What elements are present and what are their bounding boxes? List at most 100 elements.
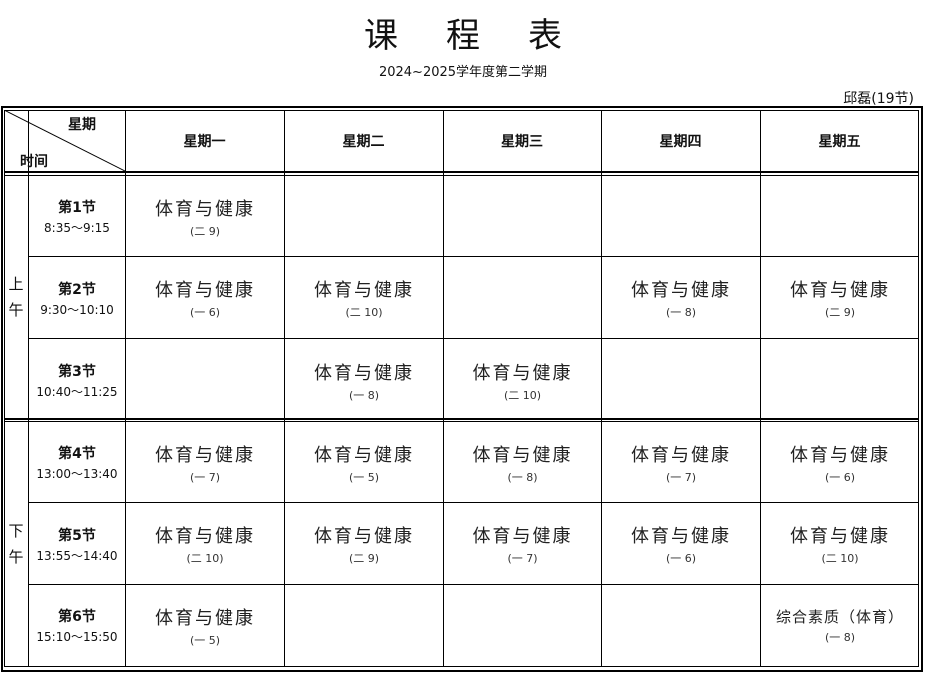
- grid-line: [28, 110, 29, 667]
- class-room: (二 10): [345, 306, 383, 319]
- period-time: 9:30～10:10: [40, 302, 114, 317]
- timetable-cell[interactable]: 体育与健康 (一 7): [126, 422, 284, 503]
- timetable-cell[interactable]: 体育与健康 (一 8): [444, 422, 601, 503]
- period-time: 10:40～11:25: [36, 385, 118, 399]
- class-room: (一 5): [348, 470, 380, 484]
- timetable-cell[interactable]: 体育与健康 (二 10): [285, 257, 443, 339]
- course-name: 体育与健康: [155, 526, 255, 547]
- timetable-cell[interactable]: 体育与健康 (二 9): [285, 503, 443, 585]
- timetable-cell[interactable]: 体育与健康 (一 6): [126, 257, 284, 339]
- grid-line: [4, 666, 918, 667]
- course-name: 体育与健康: [790, 526, 890, 547]
- timetable-cell[interactable]: [126, 339, 284, 422]
- grid-line: [28, 256, 918, 257]
- timetable-cell[interactable]: 体育与健康 (一 6): [602, 503, 760, 585]
- timetable-cell[interactable]: [285, 585, 443, 666]
- half-day-label: 上 午: [8, 275, 24, 319]
- timetable-cell[interactable]: [444, 176, 601, 257]
- course-name: 体育与健康: [314, 362, 414, 384]
- period-label-cell: 第4节 13:00～13:40: [29, 422, 125, 503]
- timetable-cell[interactable]: 体育与健康 (一 5): [285, 422, 443, 503]
- corner-weekday-label: 星期: [68, 117, 96, 133]
- timetable-cell[interactable]: [602, 585, 760, 666]
- period-label-cell: 第3节 10:40～11:25: [29, 339, 125, 422]
- timetable-cell[interactable]: [285, 176, 443, 257]
- period-label-cell: 第5节 13:55～14:40: [29, 503, 125, 585]
- corner-time-label: 时间: [20, 154, 48, 170]
- grid-line: [443, 110, 444, 667]
- grid-line: [28, 502, 918, 503]
- timetable-cell[interactable]: [444, 585, 601, 666]
- class-room: (一 8): [824, 631, 856, 644]
- class-room: (二 9): [824, 306, 856, 319]
- corner-diagonal: [4, 110, 125, 171]
- course-name: 体育与健康: [472, 362, 573, 384]
- period-label-cell: 第6节 15:10～15:50: [29, 585, 125, 666]
- period-time: 15:10～15:50: [36, 630, 118, 644]
- course-name: 体育与健康: [314, 526, 414, 547]
- period-label-cell: 第2节 9:30～10:10: [29, 257, 125, 339]
- timetable-cell[interactable]: 体育与健康 (二 9): [761, 257, 919, 339]
- class-room: (一 7): [189, 470, 221, 484]
- timetable-cell[interactable]: 综合素质（体育） (一 8): [761, 585, 919, 666]
- day-header: 星期二: [342, 133, 385, 150]
- timetable-cell[interactable]: [444, 257, 601, 339]
- page-title: 课程表: [364, 16, 610, 56]
- class-room: (一 8): [348, 388, 380, 402]
- period-number: 第3节: [58, 364, 96, 380]
- grid-line: [1, 106, 3, 672]
- course-name: 体育与健康: [155, 607, 255, 629]
- timetable-cell[interactable]: 体育与健康 (一 8): [285, 339, 443, 422]
- course-name: 体育与健康: [790, 280, 890, 301]
- grid-line: [4, 421, 918, 422]
- grid-line: [601, 110, 602, 667]
- timetable-cell[interactable]: 体育与健康 (一 5): [126, 585, 284, 666]
- teacher-label: 邱磊(19节): [843, 91, 914, 107]
- day-header: 星期五: [818, 133, 861, 150]
- timetable-cell[interactable]: 体育与健康 (二 10): [761, 503, 919, 585]
- grid-line: [4, 110, 918, 111]
- grid-line: [28, 584, 918, 585]
- course-name: 体育与健康: [472, 526, 573, 547]
- day-header: 星期三: [501, 133, 543, 150]
- timetable-cell[interactable]: 体育与健康 (一 7): [444, 503, 601, 585]
- timetable-cell[interactable]: [761, 339, 919, 422]
- timetable-cell[interactable]: 体育与健康 (二 10): [444, 339, 601, 422]
- timetable-cell[interactable]: 体育与健康 (一 8): [602, 257, 760, 339]
- class-room: (二 10): [503, 388, 542, 402]
- timetable-cell[interactable]: [602, 176, 760, 257]
- half-day-label: 下 午: [8, 522, 24, 566]
- grid-line: [28, 338, 918, 339]
- semester-subtitle: 2024~2025学年度第二学期: [378, 65, 548, 80]
- class-room: (二 10): [821, 552, 859, 565]
- period-number: 第6节: [58, 609, 96, 625]
- course-name: 体育与健康: [155, 444, 255, 466]
- timetable-cell[interactable]: 体育与健康 (一 6): [761, 422, 919, 503]
- grid-line: [125, 110, 126, 667]
- course-name: 体育与健康: [314, 444, 414, 466]
- grid-line: [1, 670, 922, 672]
- class-room: (一 8): [665, 306, 697, 319]
- grid-line: [921, 106, 923, 672]
- grid-line: [4, 418, 918, 420]
- timetable-cell[interactable]: [761, 176, 919, 257]
- grid-line: [1, 106, 922, 108]
- period-time: 13:55～14:40: [36, 548, 118, 563]
- grid-line: [4, 171, 918, 173]
- timetable-cell[interactable]: 体育与健康 (二 10): [126, 503, 284, 585]
- grid-line: [760, 110, 761, 667]
- timetable-cell[interactable]: 体育与健康 (一 7): [602, 422, 760, 503]
- period-label-cell: 第1节 8:35～9:15: [29, 176, 125, 257]
- class-room: (一 6): [665, 552, 697, 565]
- course-name: 体育与健康: [631, 280, 731, 301]
- day-header: 星期一: [183, 133, 226, 150]
- grid-line: [918, 110, 919, 667]
- period-time: 8:35～9:15: [44, 221, 110, 235]
- course-name: 体育与健康: [631, 444, 731, 466]
- timetable-cell[interactable]: [602, 339, 760, 422]
- timetable-cell[interactable]: 体育与健康 (二 9): [126, 176, 284, 257]
- course-name: 体育与健康: [314, 280, 414, 301]
- period-time: 13:00～13:40: [36, 467, 118, 481]
- course-name: 综合素质（体育）: [775, 608, 904, 626]
- class-room: (一 5): [189, 633, 221, 647]
